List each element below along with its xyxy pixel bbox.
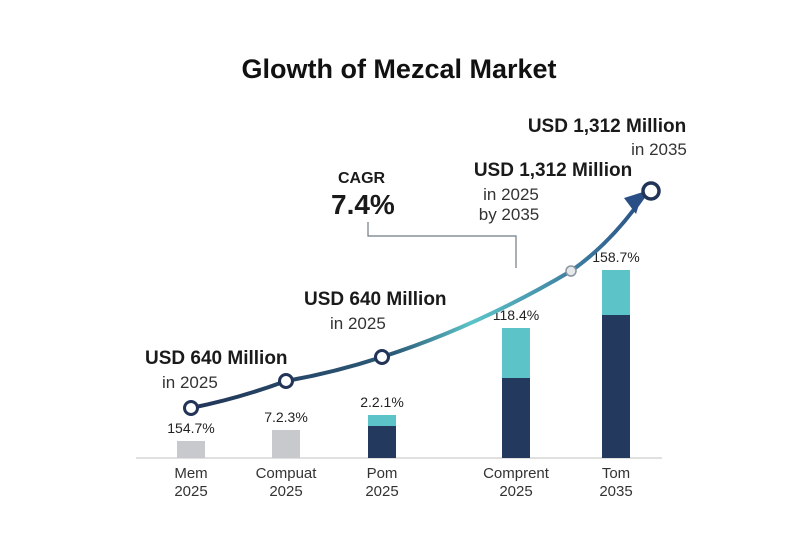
annotation-3-sub: in 2025 — [483, 185, 539, 204]
cagr-label: CAGR — [338, 170, 386, 187]
chart-title: Glowth of Mezcal Market — [241, 54, 556, 84]
annotation-3-value: USD 1,312 Million — [474, 160, 632, 181]
x-tick-3-name: Pom — [367, 465, 398, 482]
annotation-4-value: USD 1,312 Million — [528, 116, 686, 137]
annotation-3-sub2: by 2035 — [479, 205, 540, 224]
bar-5-base — [602, 315, 630, 458]
bar-2-base — [272, 430, 300, 458]
bar-3-top — [368, 415, 396, 426]
annotation-2-value: USD 640 Million — [304, 289, 447, 310]
x-tick-1-name: Mem — [174, 465, 207, 482]
x-tick-5-name: Tom — [602, 465, 630, 482]
bar-4-base — [502, 378, 530, 458]
bar-1-label: 154.7% — [167, 420, 214, 436]
bar-5-top — [602, 270, 630, 315]
trend-marker-5 — [641, 181, 661, 201]
trend-line — [189, 195, 645, 410]
x-tick-5-year: 2035 — [599, 483, 632, 500]
annotation-4-sub: in 2035 — [631, 140, 687, 159]
trend-marker-1 — [183, 400, 199, 416]
bar-4-label: 118.4% — [493, 307, 539, 323]
annotation-1-value: USD 640 Million — [145, 348, 288, 369]
annotation-1-sub: in 2025 — [162, 373, 218, 392]
x-tick-4-year: 2025 — [499, 483, 532, 500]
x-tick-labels-layer: Mem2025Compuat2025Pom2025Comprent2025Tom… — [174, 465, 632, 500]
x-tick-2-name: Compuat — [256, 465, 318, 482]
trend-arrowhead — [624, 192, 643, 214]
trend-marker-3 — [374, 349, 390, 365]
bar-labels-layer: 154.7% 7.2.3% 2.2.1% 118.4% 158.7% — [167, 249, 639, 436]
x-tick-2-year: 2025 — [269, 483, 302, 500]
trend-markers-layer — [183, 181, 661, 416]
cagr-value: 7.4% — [331, 189, 395, 220]
bar-5-label: 158.7% — [592, 249, 639, 265]
trend-marker-2 — [278, 373, 294, 389]
trend-marker-4 — [565, 265, 577, 277]
bars-layer — [177, 270, 630, 458]
x-tick-3-year: 2025 — [365, 483, 398, 500]
cagr-bracket — [367, 222, 517, 268]
bar-4-top — [502, 328, 530, 378]
x-tick-1-year: 2025 — [174, 483, 207, 500]
bar-3-label: 2.2.1% — [360, 394, 404, 410]
annotation-2-sub: in 2025 — [330, 314, 386, 333]
x-tick-4-name: Comprent — [483, 465, 550, 482]
bar-2-label: 7.2.3% — [264, 409, 308, 425]
bar-1-base — [177, 441, 205, 458]
bar-3-base — [368, 426, 396, 458]
